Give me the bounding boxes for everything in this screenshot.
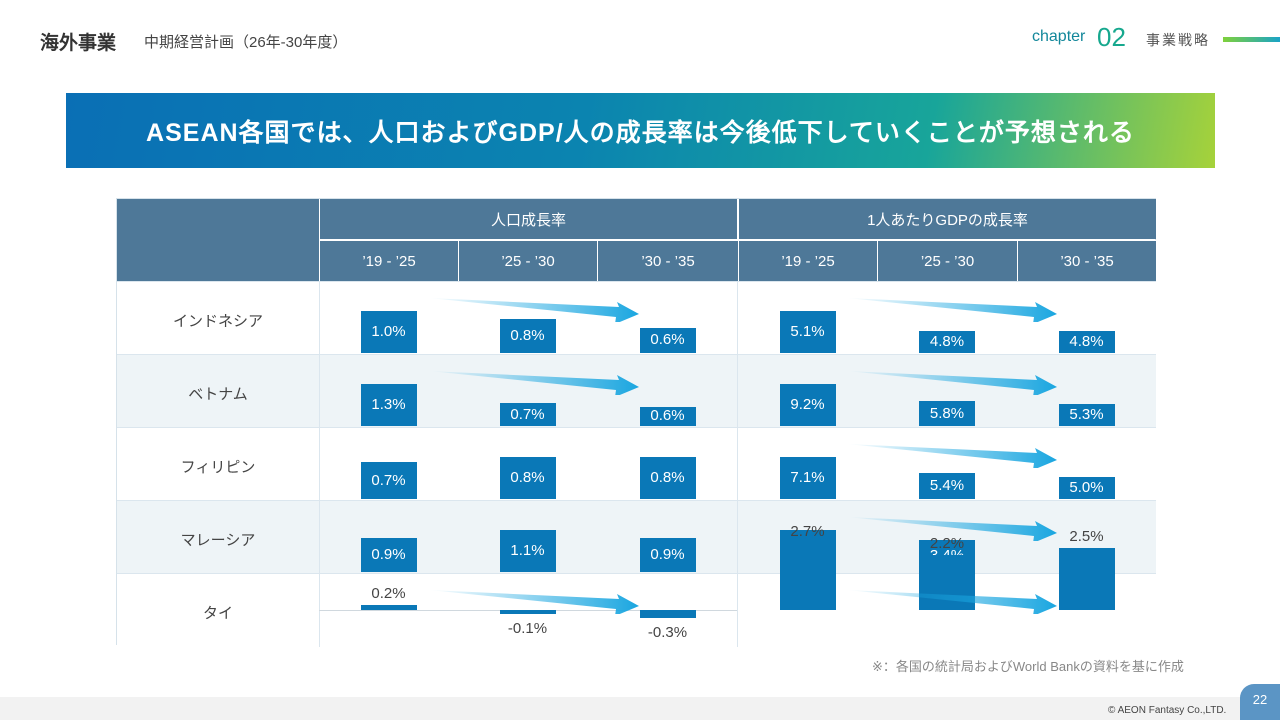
bar: [360, 537, 417, 572]
data-label: 0.2%: [371, 585, 406, 602]
period-header: ’19 - ’25: [319, 240, 458, 281]
bar: [360, 605, 417, 610]
data-label: 7.1%: [790, 469, 825, 486]
decline-arrow-icon: [847, 517, 1057, 541]
bar: [360, 311, 417, 353]
bar: [360, 384, 417, 426]
data-label: 9.2%: [790, 396, 825, 413]
country-name: マレーシア: [180, 532, 256, 549]
data-label: 0.8%: [650, 469, 685, 486]
data-label: 1.1%: [510, 542, 545, 559]
section-subtitle: 中期経営計画（26年-30年度）: [144, 34, 348, 51]
data-label: -0.1%: [507, 620, 548, 637]
decline-arrow-icon: [429, 590, 639, 614]
bar: [639, 327, 696, 353]
data-label: 4.8%: [1069, 333, 1104, 350]
table-row: タイ 0.2% -0.1% -0.3% 2.7% 2.2% 2.5%: [117, 523, 1156, 647]
data-label: 2.5%: [1069, 527, 1104, 545]
bar: [919, 473, 975, 499]
bar: [919, 331, 975, 353]
decline-arrow-icon: [847, 590, 1057, 614]
header-population-label: 人口成長率: [490, 211, 566, 229]
chapter-name: 事業戦略: [1146, 32, 1210, 48]
data-label: 5.8%: [929, 404, 965, 422]
source-note: ※：各国の統計局およびWorld Bankの資料を基に作成: [872, 659, 1184, 674]
section-title: 海外事業: [40, 33, 117, 54]
decline-arrow-icon: [847, 298, 1057, 322]
period-header: ’30 - ’35: [1017, 240, 1156, 281]
data-label: 5.1%: [790, 323, 825, 340]
bar: [639, 610, 696, 618]
data-label: 5.4%: [929, 477, 965, 495]
data-label: 0.9%: [650, 545, 685, 563]
data-label: 1.0%: [371, 323, 406, 340]
title-banner: ASEAN各国では、人口およびGDP/人の成長率は今後低下していくことが予想され…: [66, 93, 1215, 168]
bar: [1058, 404, 1115, 426]
country-name: タイ: [202, 605, 233, 622]
bar: [499, 403, 556, 426]
decline-arrow-icon: [847, 444, 1057, 468]
bar: [639, 406, 696, 426]
period-header: ’19 - ’25: [738, 240, 877, 281]
country-name: ベトナム: [188, 386, 248, 403]
bar: [1058, 547, 1115, 610]
decline-arrow-icon: [429, 371, 639, 395]
decline-arrow-icon: [847, 371, 1057, 395]
bar: [1058, 477, 1115, 499]
period-header: ’25 - ’30: [458, 240, 597, 281]
bar: [779, 542, 836, 610]
bar: [360, 462, 417, 499]
footer-bar: [0, 697, 1280, 720]
data-label: 5.3%: [1069, 406, 1104, 423]
data-label: 0.7%: [510, 405, 545, 423]
bar: [499, 610, 556, 614]
country-name: インドネシア: [172, 313, 263, 330]
data-label: 0.6%: [650, 407, 685, 425]
header-population: 人口成長率: [319, 199, 737, 239]
data-label: 2.7%: [790, 522, 825, 540]
table-row: フィリピン 0.7% 0.8% 0.8% 7.1% 5.4% 5.0%: [117, 427, 1156, 501]
chapter-number: 02: [1097, 22, 1126, 52]
header-gdp: 1人あたりGDPの成長率: [738, 199, 1156, 239]
data-label: 0.9%: [371, 545, 406, 563]
page-number: 22: [1240, 684, 1280, 720]
data-label: 2.2%: [929, 535, 965, 552]
copyright: © AEON Fantasy Co.,LTD.: [1108, 705, 1227, 716]
chapter-accent-bar: [1223, 37, 1280, 42]
country-name: フィリピン: [180, 459, 256, 476]
period-header: ’25 - ’30: [877, 240, 1017, 281]
data-label: 0.6%: [650, 331, 685, 349]
data-label: 4.8%: [929, 333, 965, 350]
period-header: ’30 - ’35: [597, 240, 738, 281]
data-label: 1.3%: [371, 396, 406, 413]
data-label: 5.0%: [1069, 479, 1104, 496]
data-label: 0.8%: [510, 469, 545, 486]
bar: [779, 311, 836, 353]
bar: [1058, 331, 1115, 353]
bar: [919, 401, 975, 426]
growth-table: 人口成長率 1人あたりGDPの成長率 ’19 - ’25’25 - ’30’30…: [116, 198, 1156, 647]
bar: [779, 384, 836, 426]
header-corner: [117, 199, 319, 281]
header-gdp-label: 1人あたりGDPの成長率: [867, 211, 1028, 229]
bar: [639, 457, 696, 499]
banner-title: ASEAN各国では、人口およびGDP/人の成長率は今後低下していくことが予想され…: [146, 118, 1135, 147]
bar: [779, 457, 836, 499]
decline-arrow-icon: [429, 298, 639, 322]
table-row: ベトナム 1.3% 0.7% 0.6% 9.2% 5.8% 5.3%: [117, 354, 1156, 428]
bar: [499, 319, 556, 353]
data-label: -0.3%: [647, 623, 688, 641]
table-row: インドネシア 1.0% 0.8% 0.6% 5.1% 4.8% 4.8%: [117, 281, 1156, 355]
data-label: 0.8%: [510, 327, 545, 345]
data-label: 0.7%: [371, 471, 406, 489]
bar: [499, 457, 556, 499]
chapter-label: chapter: [1032, 28, 1086, 45]
bar: [639, 537, 696, 572]
bar: [499, 530, 556, 572]
